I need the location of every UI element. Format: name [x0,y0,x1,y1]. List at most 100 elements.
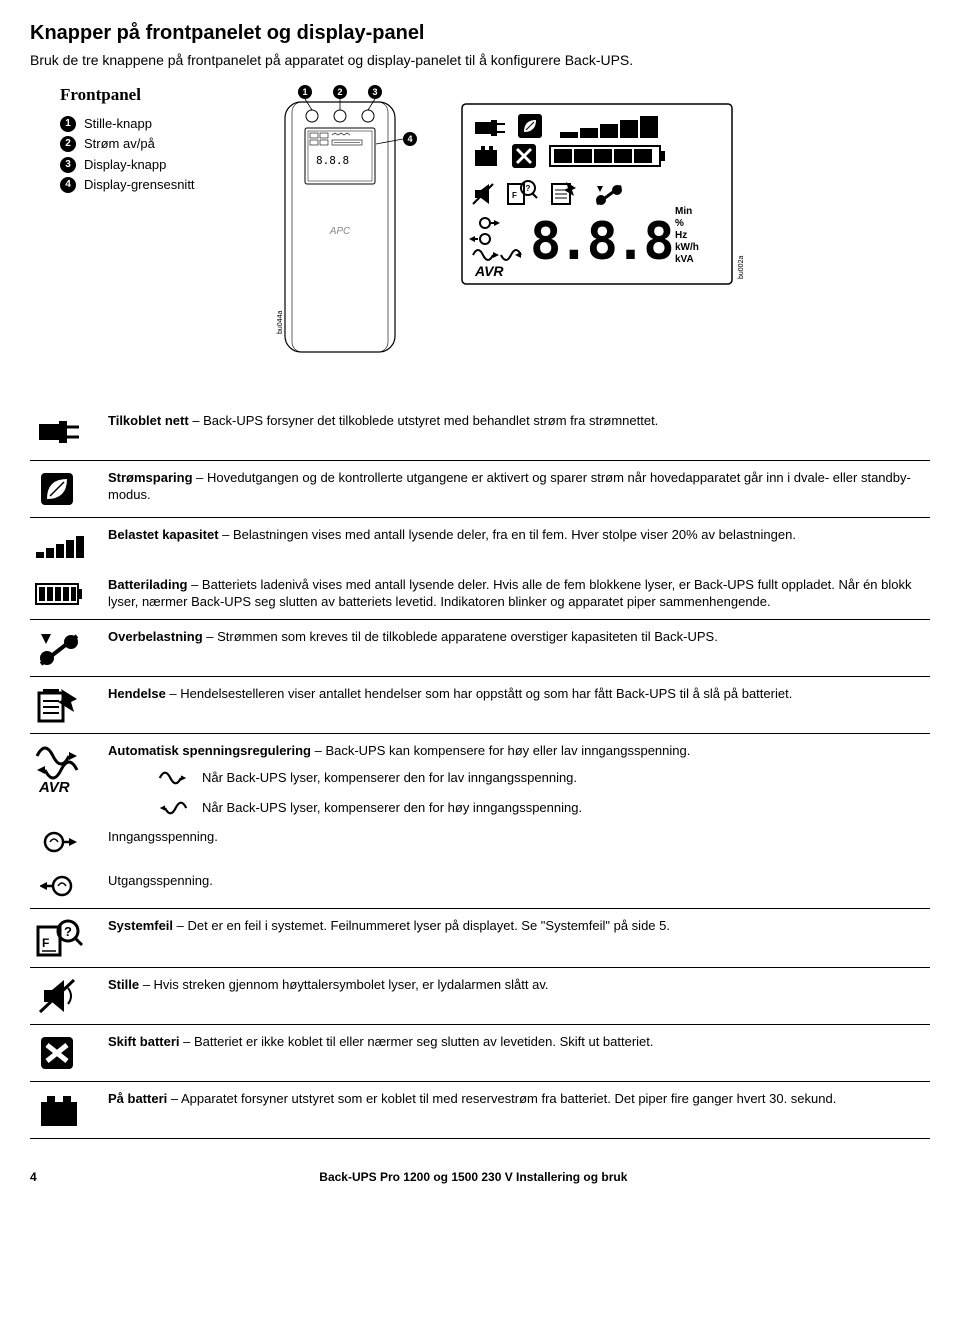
sysfault-icon: F? [34,917,86,959]
svg-text:F: F [42,936,49,950]
row-text: Belastet kapasitet – Belastningen vises … [108,526,930,544]
frontpanel-title: Frontpanel [60,84,230,107]
svg-text:Min: Min [675,206,692,217]
svg-text:kW/h: kW/h [675,242,699,253]
svg-text:%: % [675,218,684,229]
subrow-icon [158,796,188,820]
indicator-row: Stille – Hvis streken gjennom høyttalers… [30,968,930,1025]
row-text: Utgangsspenning. [108,872,930,890]
row-text: Skift batteri – Batteriet er ikke koblet… [108,1033,930,1051]
sine-down-icon [158,796,188,820]
overload-icon [35,628,85,668]
legend-item: 4 Display-grensesnitt [60,176,230,194]
frontpanel-legend: Frontpanel 1 Stille-knapp 2 Strøm av/på 3 Dis… [30,84,230,374]
legend-num: 3 [60,157,76,173]
svg-text:?: ? [526,184,531,193]
out-icon [40,872,80,900]
indicator-subrow: Når Back-UPS lyser, kompenserer den for … [158,796,930,820]
subrow-icon [158,766,188,790]
row-text: Hendelse – Hendelsestelleren viser antal… [108,685,930,703]
svg-text:AVR: AVR [474,263,504,279]
device-diagram: 8.8.8 APC 1 2 3 4 bu044a [260,84,420,374]
row-icon [30,469,90,509]
svg-text:8.8.8: 8.8.8 [530,212,672,272]
svg-text:AVR: AVR [38,779,70,794]
indicator-subrow: Når Back-UPS lyser, kompenserer den for … [158,766,930,790]
row-text: Stille – Hvis streken gjennom høyttalers… [108,976,930,994]
row-icon [30,872,90,900]
row-text: Systemfeil – Det er en feil i systemet. … [108,917,930,935]
indicator-row: Tilkoblet nett – Back-UPS forsyner det t… [30,404,930,461]
sine-up-icon [158,766,188,790]
svg-text:8.8.8: 8.8.8 [316,154,349,167]
indicator-row: På batteri – Apparatet forsyner utstyret… [30,1082,930,1139]
in-icon [40,828,80,856]
frontpanel-section: Frontpanel 1 Stille-knapp 2 Strøm av/på 3 Dis… [30,84,930,374]
legend-label: Strøm av/på [84,135,155,153]
svg-text:kVA: kVA [675,254,694,265]
plug-icon [35,412,85,452]
row-icon [30,976,90,1016]
legend-num: 4 [60,177,76,193]
indicator-row: Batterilading – Batteriets ladenivå vise… [30,568,930,620]
row-text: Inngangsspenning. [108,828,930,846]
row-text: Overbelastning – Strømmen som kreves til… [108,628,930,646]
svg-text:?: ? [64,924,72,939]
row-text: På batteri – Apparatet forsyner utstyret… [108,1090,930,1108]
indicator-row: Inngangsspenning. [30,828,930,864]
indicator-row: F? Systemfeil – Det er en feil i systemet… [30,909,930,968]
page-footer: 4 Back-UPS Pro 1200 og 1500 230 V Instal… [30,1169,930,1185]
row-icon: F? [30,917,90,959]
legend-label: Display-knapp [84,156,166,174]
frontpanel-diagrams: 8.8.8 APC 1 2 3 4 bu044a [260,84,750,374]
indicator-row: Skift batteri – Batteriet er ikke koblet… [30,1025,930,1082]
page-heading: Knapper på frontpanelet og display-panel [30,20,930,47]
row-icon [30,828,90,856]
indicators-table: Tilkoblet nett – Back-UPS forsyner det t… [30,404,930,1139]
svg-text:bu002a: bu002a [738,255,745,278]
row-icon [30,628,90,668]
row-icon: AVR [30,742,90,794]
svg-text:1: 1 [302,87,307,97]
display-diagram: F ? 8.8.8 [460,84,750,304]
svg-text:3: 3 [372,87,377,97]
subrow-text: Når Back-UPS lyser, kompenserer den for … [202,799,582,817]
event-icon [35,685,85,725]
legend-item: 2 Strøm av/på [60,135,230,153]
avr-icon: AVR [35,742,85,794]
load-bars-icon [34,526,86,560]
legend-num: 1 [60,116,76,132]
leaf-icon [35,469,85,509]
legend-label: Stille-knapp [84,115,152,133]
row-text: Tilkoblet nett – Back-UPS forsyner det t… [108,412,930,430]
row-icon [30,526,90,560]
footer-title: Back-UPS Pro 1200 og 1500 230 V Installe… [319,1169,627,1185]
indicator-row: AVR Automatisk spenningsregulering – Back… [30,734,930,828]
legend-num: 2 [60,136,76,152]
indicator-row: Overbelastning – Strømmen som kreves til… [30,620,930,677]
subrow-text: Når Back-UPS lyser, kompenserer den for … [202,769,577,787]
svg-text:F: F [512,191,517,200]
svg-text:bu044a: bu044a [277,310,284,333]
svg-text:4: 4 [407,134,412,144]
row-icon [30,576,90,610]
on-batt-icon [35,1090,85,1130]
svg-text:APC: APC [329,226,351,237]
page-intro: Bruk de tre knappene på frontpanelet på … [30,51,930,70]
battery-bars-icon [34,576,86,610]
row-icon [30,412,90,452]
row-icon [30,1033,90,1073]
indicator-row: Hendelse – Hendelsestelleren viser antal… [30,677,930,734]
legend-item: 3 Display-knapp [60,156,230,174]
indicator-row: Belastet kapasitet – Belastningen vises … [30,518,930,568]
svg-text:2: 2 [337,87,342,97]
mute-icon [38,976,82,1016]
row-text: Strømsparing – Hovedutgangen og de kontr… [108,469,930,504]
indicator-row: Utgangsspenning. [30,864,930,909]
row-icon [30,685,90,725]
replace-batt-icon [35,1033,85,1073]
row-text: Automatisk spenningsregulering – Back-UP… [108,742,930,820]
legend-item: 1 Stille-knapp [60,115,230,133]
legend-label: Display-grensesnitt [84,176,195,194]
row-text: Batterilading – Batteriets ladenivå vise… [108,576,930,611]
